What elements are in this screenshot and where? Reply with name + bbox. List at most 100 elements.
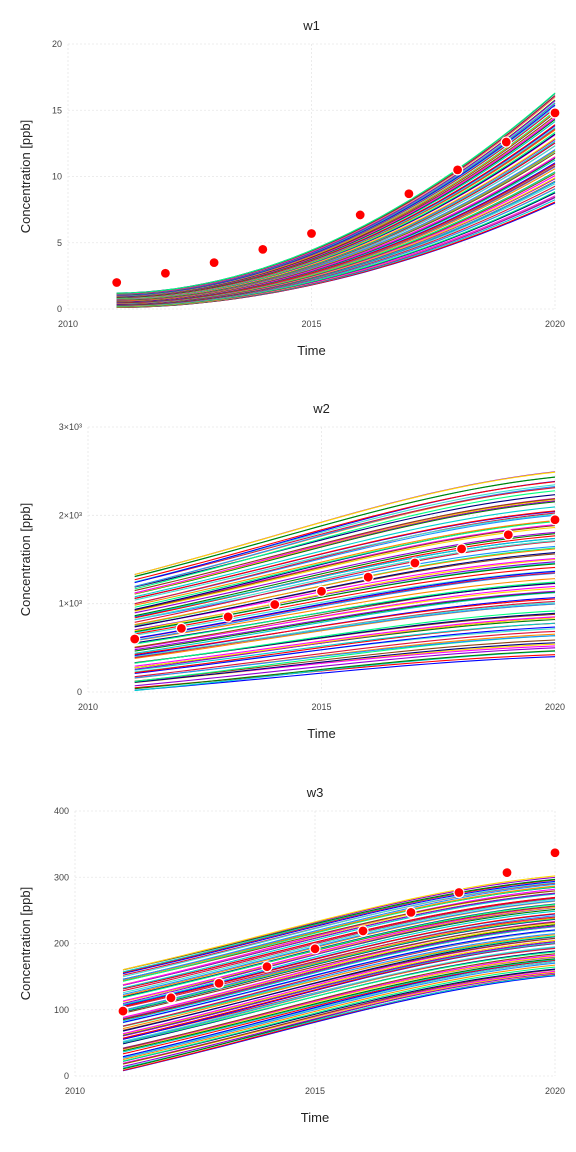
ensemble-line (122, 910, 556, 1006)
ensemble-line (122, 942, 556, 1039)
ensemble-line (122, 886, 556, 982)
ensemble-line (134, 590, 556, 651)
x-tick-label: 2015 (301, 319, 321, 329)
ensemble-line (134, 570, 556, 639)
ensemble-line (116, 173, 556, 305)
ensemble-line (134, 635, 556, 679)
x-tick-label: 2010 (58, 319, 78, 329)
ensemble-line (134, 616, 556, 667)
ensemble-line (122, 888, 556, 986)
observation-point (129, 633, 141, 645)
ensemble-line (134, 506, 556, 598)
ensemble-line (122, 916, 556, 1009)
x-axis-label: Time (301, 1110, 329, 1125)
x-tick-label: 2020 (545, 319, 565, 329)
ensemble-line (116, 164, 556, 304)
y-tick-label: 100 (54, 1005, 69, 1015)
ensemble-line (122, 892, 556, 986)
ensemble-line (122, 941, 556, 1037)
ensemble-line (134, 510, 556, 599)
ensemble-line (122, 903, 556, 999)
y-tick-label: 5 (57, 238, 62, 248)
y-tick-label: 400 (54, 806, 69, 816)
y-tick-label: 1×10³ (59, 599, 82, 609)
y-tick-label: 0 (64, 1071, 69, 1081)
ensemble-line (122, 918, 556, 1012)
x-axis-label: Time (297, 343, 325, 358)
ensemble-line (134, 581, 556, 645)
x-tick-label: 2010 (78, 702, 98, 712)
observation-point (159, 267, 171, 279)
observation-point (405, 906, 417, 918)
observation-point (305, 227, 318, 240)
ensemble-line (134, 656, 556, 691)
ensemble-line (122, 881, 556, 978)
ensemble-line (134, 487, 556, 583)
ensemble-line (134, 531, 556, 614)
chart-title: w2 (312, 401, 330, 416)
ensemble-line (134, 537, 556, 617)
ensemble-line (122, 936, 556, 1032)
ensemble-line (134, 617, 556, 669)
observation-point (549, 107, 561, 119)
ensemble-line (122, 951, 556, 1044)
ensemble-line (122, 923, 556, 1019)
ensemble-line (122, 969, 556, 1065)
observation-points (117, 847, 561, 1017)
ensemble-line (122, 906, 556, 1003)
ensemble-line (134, 526, 556, 612)
observation-points (129, 514, 561, 645)
ensemble-lines (134, 471, 556, 692)
y-axis-label: Concentration [ppb] (18, 503, 33, 616)
observation-point (315, 585, 328, 597)
observation-point (357, 925, 369, 937)
ensemble-line (134, 630, 556, 678)
ensemble-line (122, 905, 556, 1002)
ensemble-line (134, 602, 556, 657)
observation-point (549, 514, 561, 526)
observation-point (309, 943, 321, 955)
ensemble-line (122, 946, 556, 1042)
ensemble-line (134, 494, 556, 588)
y-tick-label: 2×10³ (59, 510, 82, 520)
gridlines (67, 43, 556, 310)
observation-points (111, 107, 561, 289)
ensemble-line (122, 875, 556, 971)
observation-point (500, 136, 512, 148)
ensemble-line (134, 578, 556, 642)
ensemble-line (122, 925, 556, 1020)
ensemble-line (134, 501, 556, 595)
observation-point (165, 992, 177, 1004)
ensemble-line (122, 966, 556, 1062)
ensemble-line (134, 481, 556, 581)
observation-point (213, 977, 225, 989)
x-tick-label: 2020 (545, 702, 565, 712)
ensemble-line (134, 512, 556, 605)
observation-point (111, 276, 123, 289)
ensemble-line (134, 558, 556, 632)
ensemble-line (134, 533, 556, 617)
ensemble-line (134, 642, 556, 683)
ensemble-lines (116, 92, 556, 308)
chart-title: w3 (306, 785, 324, 800)
observation-point (362, 571, 374, 583)
ensemble-line (134, 476, 556, 577)
ensemble-line (122, 958, 556, 1052)
ensemble-line (134, 524, 556, 611)
ensemble-line (134, 545, 556, 621)
ensemble-line (122, 964, 556, 1061)
x-tick-label: 2015 (311, 702, 331, 712)
y-axis-label: Concentration [ppb] (18, 887, 33, 1000)
ensemble-line (134, 535, 556, 619)
y-axis-label: Concentration [ppb] (18, 120, 33, 233)
ensemble-line (122, 954, 556, 1050)
chart-title: w1 (302, 18, 320, 33)
ensemble-line (122, 880, 556, 975)
ensemble-line (116, 168, 556, 305)
ensemble-line (134, 540, 556, 621)
ensemble-line (134, 540, 556, 623)
observation-point (269, 598, 281, 611)
ensemble-line (134, 572, 556, 642)
observation-point (452, 164, 464, 176)
